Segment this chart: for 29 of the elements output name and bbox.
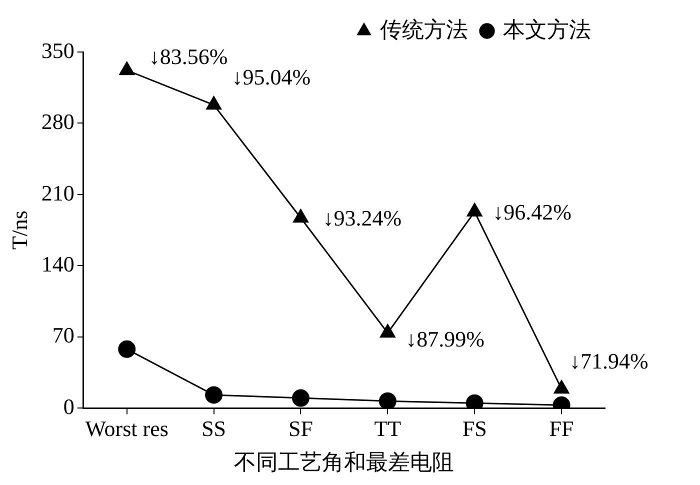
y-tick-label: 0 [63,394,74,419]
y-axis-title: T/ns [6,210,32,250]
annotation: ↓95.04% [232,64,311,90]
x-tick-label: TT [374,416,402,442]
y-tick-label: 210 [41,180,74,206]
annotation: ↓83.56% [148,44,228,70]
point [206,96,222,110]
point [378,392,396,408]
x-tick-label: FS [462,416,487,442]
x-axis-title: 不同工艺角和最差电阻 [234,450,454,475]
point [554,380,570,394]
y-tick-label: 280 [41,109,74,134]
point [380,324,396,338]
point [293,209,308,223]
legend-label: 本文方法 [503,16,591,42]
annotation: ↓96.42% [492,200,572,225]
x-tick-label: SS [202,416,226,442]
legend-label: 传统方法 [380,16,468,42]
y-tick-label: 140 [41,252,74,276]
x-tick-label: FF [549,416,574,442]
annotation: ↓87.99% [406,326,484,352]
x-tick-label: Worst res [85,416,168,442]
y-tick-label: 70 [52,322,74,348]
annotation: ↓93.24% [322,206,402,231]
point [119,62,135,76]
annotation: ↓71.94% [570,348,648,374]
point [466,203,482,217]
x-tick-label: SF [288,416,313,442]
y-tick-label: 350 [41,38,74,63]
